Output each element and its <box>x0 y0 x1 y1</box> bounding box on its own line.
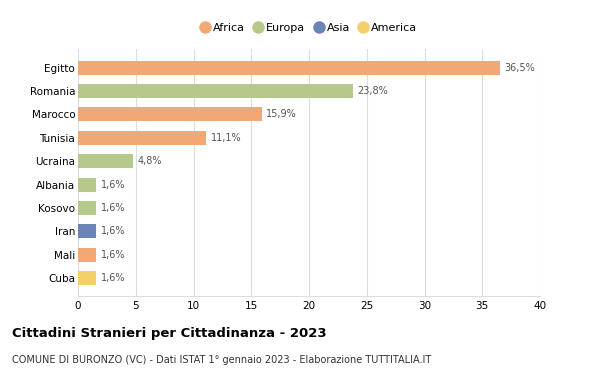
Text: 4,8%: 4,8% <box>138 156 163 166</box>
Bar <box>78 131 206 145</box>
Text: 36,5%: 36,5% <box>504 63 535 73</box>
Text: 1,6%: 1,6% <box>101 226 125 236</box>
Bar <box>78 108 262 122</box>
Text: 23,8%: 23,8% <box>358 86 388 96</box>
Text: 1,6%: 1,6% <box>101 250 125 260</box>
Bar <box>78 154 133 168</box>
Text: 11,1%: 11,1% <box>211 133 241 143</box>
Bar <box>78 61 500 74</box>
Bar <box>78 84 353 98</box>
Text: 1,6%: 1,6% <box>101 273 125 283</box>
Text: 1,6%: 1,6% <box>101 180 125 190</box>
Bar <box>78 177 97 192</box>
Legend: Africa, Europa, Asia, America: Africa, Europa, Asia, America <box>196 18 422 38</box>
Bar <box>78 201 97 215</box>
Text: Cittadini Stranieri per Cittadinanza - 2023: Cittadini Stranieri per Cittadinanza - 2… <box>12 327 326 340</box>
Text: 1,6%: 1,6% <box>101 203 125 213</box>
Text: 15,9%: 15,9% <box>266 109 297 119</box>
Bar <box>78 248 97 262</box>
Text: COMUNE DI BURONZO (VC) - Dati ISTAT 1° gennaio 2023 - Elaborazione TUTTITALIA.IT: COMUNE DI BURONZO (VC) - Dati ISTAT 1° g… <box>12 355 431 365</box>
Bar <box>78 224 97 238</box>
Bar <box>78 271 97 285</box>
